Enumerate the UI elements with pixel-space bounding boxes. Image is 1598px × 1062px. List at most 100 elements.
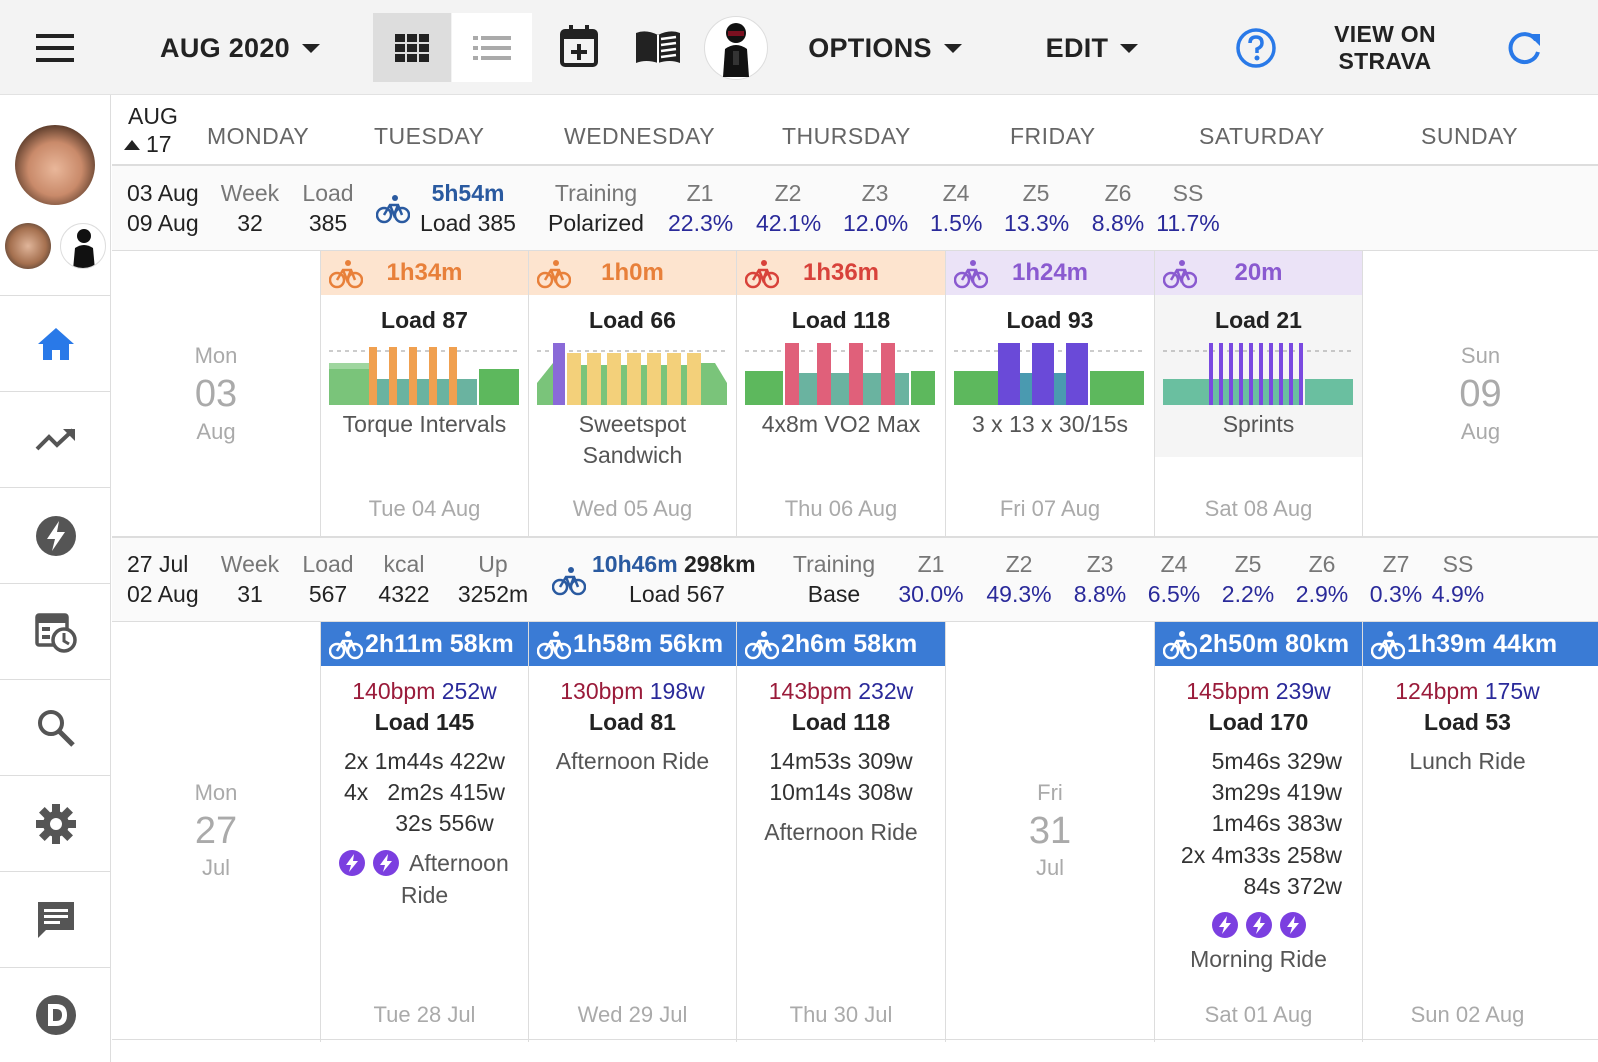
activity-header[interactable]: 1h58m 56km xyxy=(529,622,736,666)
day-cell-sat[interactable]: 20m Load 21 Sprints Sat 08 Aug xyxy=(1154,251,1362,536)
activity-hr-power: 140bpm 252w xyxy=(321,678,528,705)
activity-header[interactable]: 2h50m 80km xyxy=(1155,622,1362,666)
home-icon[interactable] xyxy=(0,295,111,391)
d-logo-icon[interactable] xyxy=(0,967,111,1062)
grid-view-button[interactable] xyxy=(373,13,451,82)
activity-load: Load 53 xyxy=(1424,709,1511,735)
interval-line: 14m53s 309w xyxy=(769,748,913,774)
bike-icon xyxy=(1370,630,1406,667)
gear-icon[interactable] xyxy=(0,775,111,871)
zone-name: Z2 xyxy=(1005,551,1033,577)
day-cell-thu[interactable]: 1h36m Load 118 4x8m VO2 Max Thu 06 Aug xyxy=(736,251,945,536)
day-cell-mon[interactable]: Mon 03 Aug xyxy=(112,251,320,536)
planned-workout[interactable]: 1h36m Load 118 4x8m VO2 Max xyxy=(737,251,945,457)
day-dow: Mon xyxy=(194,343,238,368)
zone-name: Z5 xyxy=(1022,180,1050,206)
activity-title: 2h50m 80km xyxy=(1199,629,1350,658)
edit-menu[interactable]: EDIT xyxy=(1036,25,1148,71)
athlete-avatar-small[interactable] xyxy=(60,223,106,269)
planned-workout[interactable]: 1h34m Load 87 Torque Intervals xyxy=(321,251,528,457)
day-cell-fri[interactable]: Fri 31 Jul xyxy=(945,622,1154,1042)
workout-profile-chart xyxy=(1163,343,1355,410)
search-icon[interactable] xyxy=(0,679,111,775)
week-row: Mon 27 Jul 2h11m 58km 140bpm 252w Load 1… xyxy=(112,622,1598,1042)
activity-name-line2: Ride xyxy=(400,882,449,908)
power: 252w xyxy=(441,678,497,704)
power: 232w xyxy=(858,678,914,704)
header-week-toggle[interactable]: 17 xyxy=(124,131,172,158)
day-thursday: THURSDAY xyxy=(782,123,911,149)
bike-icon xyxy=(375,194,411,229)
sidebar xyxy=(0,95,111,1062)
month-selector[interactable]: AUG 2020 xyxy=(150,25,330,71)
week-distance: 298km xyxy=(684,551,756,577)
user-avatar[interactable] xyxy=(15,125,95,205)
schedule-icon[interactable] xyxy=(0,583,111,679)
interval-line: 2x 4m33s 258w xyxy=(1180,842,1342,868)
day-cell-sat[interactable]: 2h50m 80km 145bpm 239w Load 170 5m46s 32… xyxy=(1154,622,1362,1042)
chat-icon[interactable] xyxy=(0,871,111,967)
planned-name-line2: Sandwich xyxy=(582,442,683,468)
refresh-icon[interactable] xyxy=(1500,24,1548,72)
zone-name: SS xyxy=(1442,551,1474,577)
help-icon[interactable] xyxy=(1232,24,1280,72)
day-cell-sun[interactable]: Sun 09 Aug xyxy=(1362,251,1598,536)
zone-value: 13.3% xyxy=(1004,210,1070,236)
day-month: Aug xyxy=(1460,419,1501,444)
options-menu[interactable]: OPTIONS xyxy=(800,25,970,71)
power: 239w xyxy=(1275,678,1331,704)
planned-name: 4x8m VO2 Max xyxy=(761,411,921,437)
chevron-down-icon xyxy=(1120,43,1139,53)
planned-name: Torque Intervals xyxy=(342,411,507,437)
zone-name: Z7 xyxy=(1382,551,1410,577)
athlete-avatar-small[interactable] xyxy=(5,223,51,269)
zone-name: Z5 xyxy=(1234,551,1262,577)
strava-bolt-icon xyxy=(1245,912,1272,938)
zone-value: 22.3% xyxy=(668,210,734,236)
view-on-strava-link[interactable]: VIEW ON STRAVA xyxy=(1320,18,1450,78)
week-summary[interactable]: 27 Jul 02 Aug Week 31 Load 567 kcal 4322… xyxy=(112,537,1598,622)
day-cell-tue[interactable]: 2h11m 58km 140bpm 252w Load 145 2x 1m44s… xyxy=(320,622,528,1042)
strava-bolt-icon xyxy=(1211,912,1238,938)
planned-load: Load 66 xyxy=(589,307,676,333)
menu-icon[interactable] xyxy=(30,28,80,68)
book-icon[interactable] xyxy=(632,25,684,69)
training-type: Base xyxy=(807,581,861,607)
activity-header[interactable]: 1h39m 44km xyxy=(1363,622,1598,666)
planned-workout[interactable]: 20m Load 21 Sprints xyxy=(1155,251,1362,457)
activity-header[interactable]: 2h6m 58km xyxy=(737,622,945,666)
activity-header[interactable]: 2h11m 58km xyxy=(321,622,528,666)
cell-date: Wed 29 Jul xyxy=(577,1002,688,1027)
bike-icon xyxy=(1162,630,1198,667)
zone-value: 0.3% xyxy=(1369,581,1423,607)
day-cell-wed[interactable]: 1h0m Load 66 Sweetspot Sandwich Wed 05 A… xyxy=(528,251,736,536)
day-cell-fri[interactable]: 1h24m Load 93 3 x 13 x 30/15s Fri 07 Aug xyxy=(945,251,1154,536)
day-cell-thu[interactable]: 2h6m 58km 143bpm 232w Load 118 14m53s 30… xyxy=(736,622,945,1042)
day-cell-mon[interactable]: Mon 27 Jul xyxy=(112,622,320,1042)
bike-icon xyxy=(953,259,989,296)
training-label: Training xyxy=(792,551,876,577)
strava-bolt-icon xyxy=(373,850,399,876)
day-cell-sun[interactable]: 1h39m 44km 124bpm 175w Load 53 Lunch Rid… xyxy=(1362,622,1598,1042)
day-cell-tue[interactable]: 1h34m Load 87 Torque Intervals Tue 04 Au… xyxy=(320,251,528,536)
trend-icon[interactable] xyxy=(0,391,111,487)
athlete-avatar[interactable] xyxy=(704,16,768,80)
zone-value: 1.5% xyxy=(930,210,983,236)
week-summary[interactable]: 03 Aug 09 Aug Week 32 Load 385 5h54m Loa… xyxy=(112,165,1598,251)
week-total-load: Load 567 xyxy=(629,581,725,607)
day-cell-wed[interactable]: 1h58m 56km 130bpm 198w Load 81 Afternoon… xyxy=(528,622,736,1042)
activity-hr-power: 143bpm 232w xyxy=(737,678,945,705)
interval-line: 4x 2m2s 415w xyxy=(343,779,506,805)
bike-icon xyxy=(744,630,780,667)
planned-workout[interactable]: 1h0m Load 66 Sweetspot Sandwich xyxy=(529,251,736,468)
week-row: Mon 03 Aug 1h34m Load 87 Torque Interval… xyxy=(112,251,1598,537)
activity-name: Afternoon Ride xyxy=(555,748,710,774)
planned-workout[interactable]: 1h24m Load 93 3 x 13 x 30/15s xyxy=(946,251,1154,457)
list-view-button[interactable] xyxy=(452,13,532,82)
bolt-icon[interactable] xyxy=(0,487,111,583)
calendar-add-icon[interactable] xyxy=(555,22,603,70)
week-number: 32 xyxy=(237,210,263,236)
day-sunday: SUNDAY xyxy=(1421,123,1519,149)
interval-line: 5m46s 329w xyxy=(1211,748,1342,774)
header-day: 17 xyxy=(146,131,172,157)
